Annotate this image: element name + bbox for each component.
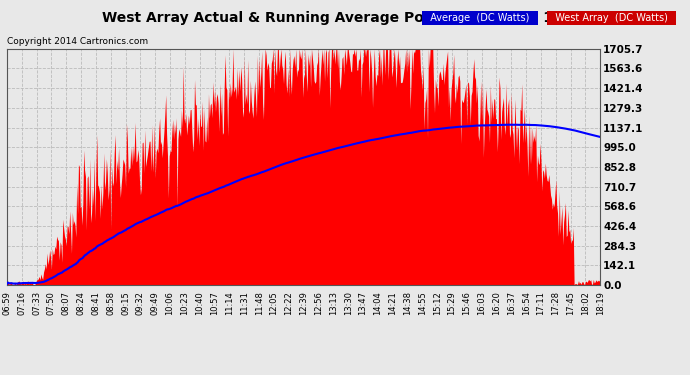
Text: West Array Actual & Running Average Power Wed Oct 1 18:32: West Array Actual & Running Average Powe… [102,11,588,25]
Text: Average  (DC Watts): Average (DC Watts) [424,13,536,23]
Text: West Array  (DC Watts): West Array (DC Watts) [549,13,673,23]
Text: Copyright 2014 Cartronics.com: Copyright 2014 Cartronics.com [7,38,148,46]
